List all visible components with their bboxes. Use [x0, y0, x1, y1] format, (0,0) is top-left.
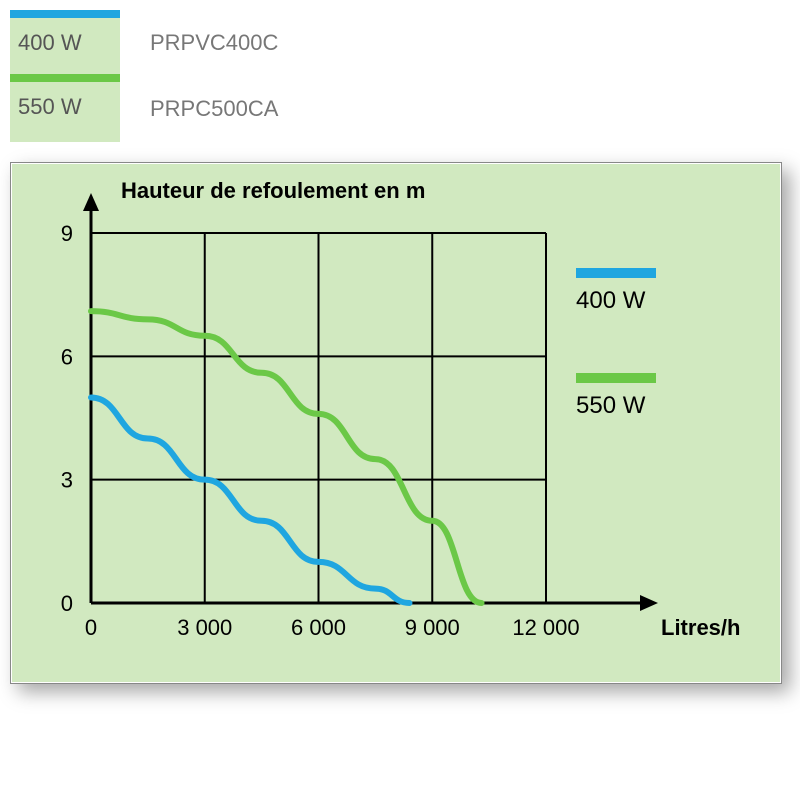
svg-text:Litres/h: Litres/h — [661, 615, 740, 640]
legend-watt-0: 400 W — [10, 18, 120, 74]
svg-text:3: 3 — [61, 468, 73, 493]
svg-text:9 000: 9 000 — [405, 615, 460, 640]
svg-text:Hauteur de refoulement en m: Hauteur de refoulement en m — [121, 178, 425, 203]
model-label-1: PRPC500CA — [150, 76, 278, 142]
svg-text:6: 6 — [61, 344, 73, 369]
svg-text:3 000: 3 000 — [177, 615, 232, 640]
legend-color-bar-1 — [10, 74, 120, 82]
svg-text:6 000: 6 000 — [291, 615, 346, 640]
top-legend-row-0: 400 W — [10, 10, 120, 74]
svg-text:0: 0 — [61, 591, 73, 616]
svg-text:12 000: 12 000 — [512, 615, 579, 640]
pump-curve-chart: 0 3 000 6 000 9 000 12 000 0 3 6 9 Hauteur de ref… — [10, 162, 782, 684]
chart-svg: 0 3 000 6 000 9 000 12 000 0 3 6 9 Hauteur de ref… — [11, 163, 781, 683]
svg-text:550 W: 550 W — [576, 392, 646, 419]
svg-text:400 W: 400 W — [576, 287, 646, 314]
legend-watt-1: 550 W — [10, 82, 120, 138]
svg-text:9: 9 — [61, 221, 73, 246]
model-label-0: PRPVC400C — [150, 10, 278, 76]
top-legend-box: 400 W 550 W — [10, 10, 120, 142]
top-legend-row-1: 550 W — [10, 74, 120, 138]
svg-text:0: 0 — [85, 615, 97, 640]
top-legend: 400 W 550 W PRPVC400C PRPC500CA — [10, 10, 790, 142]
model-labels: PRPVC400C PRPC500CA — [120, 10, 278, 142]
legend-color-bar-0 — [10, 10, 120, 18]
